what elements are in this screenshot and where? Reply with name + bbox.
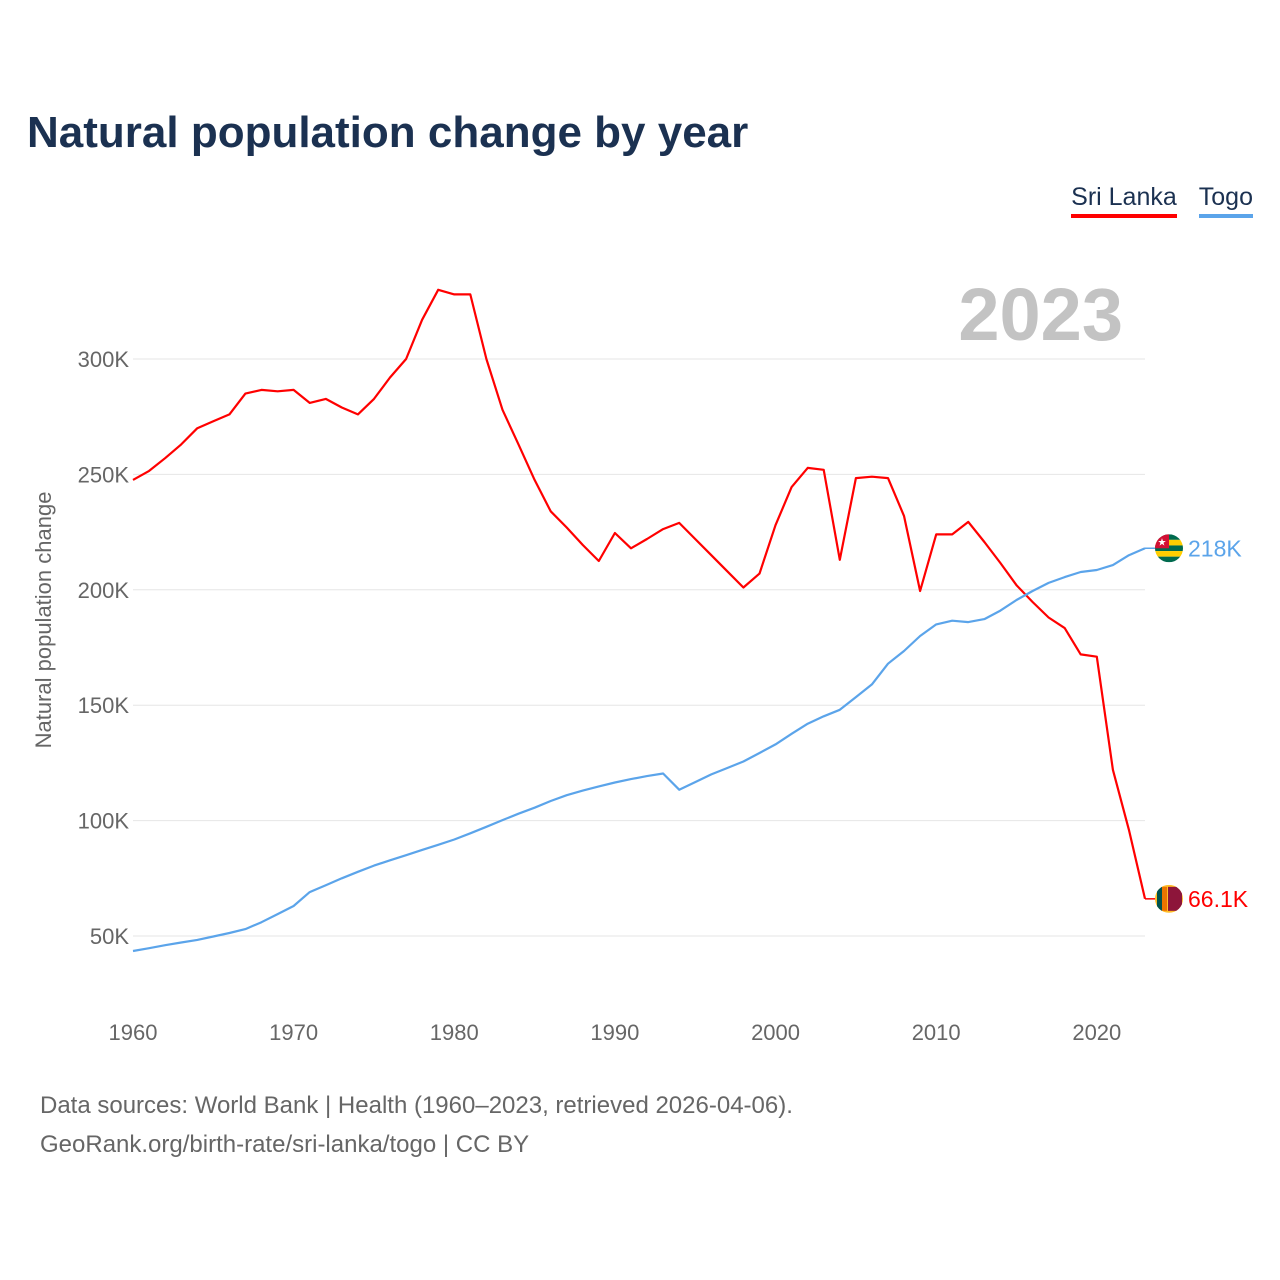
flag-maroon [1168, 886, 1182, 911]
source-url-text: GeoRank.org/birth-rate/sri-lanka/togo | … [40, 1131, 530, 1158]
flag-orange [1162, 886, 1167, 911]
current-year-label: 2023 [958, 273, 1123, 356]
end-value-label-sri-lanka: 66.1K [1188, 886, 1249, 912]
flag-body: ★ [1155, 534, 1183, 563]
chart-title: Natural population change by year [27, 108, 749, 157]
togo-flag-icon: ★ [1155, 534, 1183, 563]
x-tick-label: 1990 [590, 1020, 639, 1045]
y-tick-label: 50K [90, 924, 129, 949]
legend: Sri Lanka Togo [1071, 183, 1253, 218]
series-line-sri-lanka [132, 288, 1147, 900]
flag-stripe [1155, 551, 1183, 557]
y-tick-label: 250K [78, 462, 130, 487]
legend-togo[interactable]: Togo [1198, 183, 1253, 218]
y-tick-label: 300K [78, 347, 130, 372]
y-axis-label: Natural population change [31, 492, 56, 749]
series-line-togo [132, 547, 1146, 953]
y-tick-label: 100K [78, 809, 130, 834]
y-tick-label: 200K [78, 578, 130, 603]
footer: Data sources: World Bank | Health (1960–… [40, 1086, 793, 1164]
x-tick-label: 1980 [430, 1020, 479, 1045]
x-tick-label: 1960 [109, 1020, 158, 1045]
y-tick-label: 150K [78, 693, 130, 718]
end-value-label-togo: 218K [1188, 535, 1242, 561]
x-tick-label: 2000 [751, 1020, 800, 1045]
flag-green [1157, 886, 1162, 911]
sri-lanka-flag-icon [1155, 884, 1183, 913]
x-tick-label: 1970 [269, 1020, 318, 1045]
data-source-text: Data sources: World Bank | Health (1960–… [40, 1092, 793, 1119]
legend-sri-lanka[interactable]: Sri Lanka [1071, 183, 1177, 218]
flag-body [1155, 884, 1183, 913]
flag-stripe [1155, 556, 1183, 563]
x-tick-label: 2010 [912, 1020, 961, 1045]
x-tick-label: 2020 [1072, 1020, 1121, 1045]
flag-star: ★ [1158, 537, 1167, 548]
